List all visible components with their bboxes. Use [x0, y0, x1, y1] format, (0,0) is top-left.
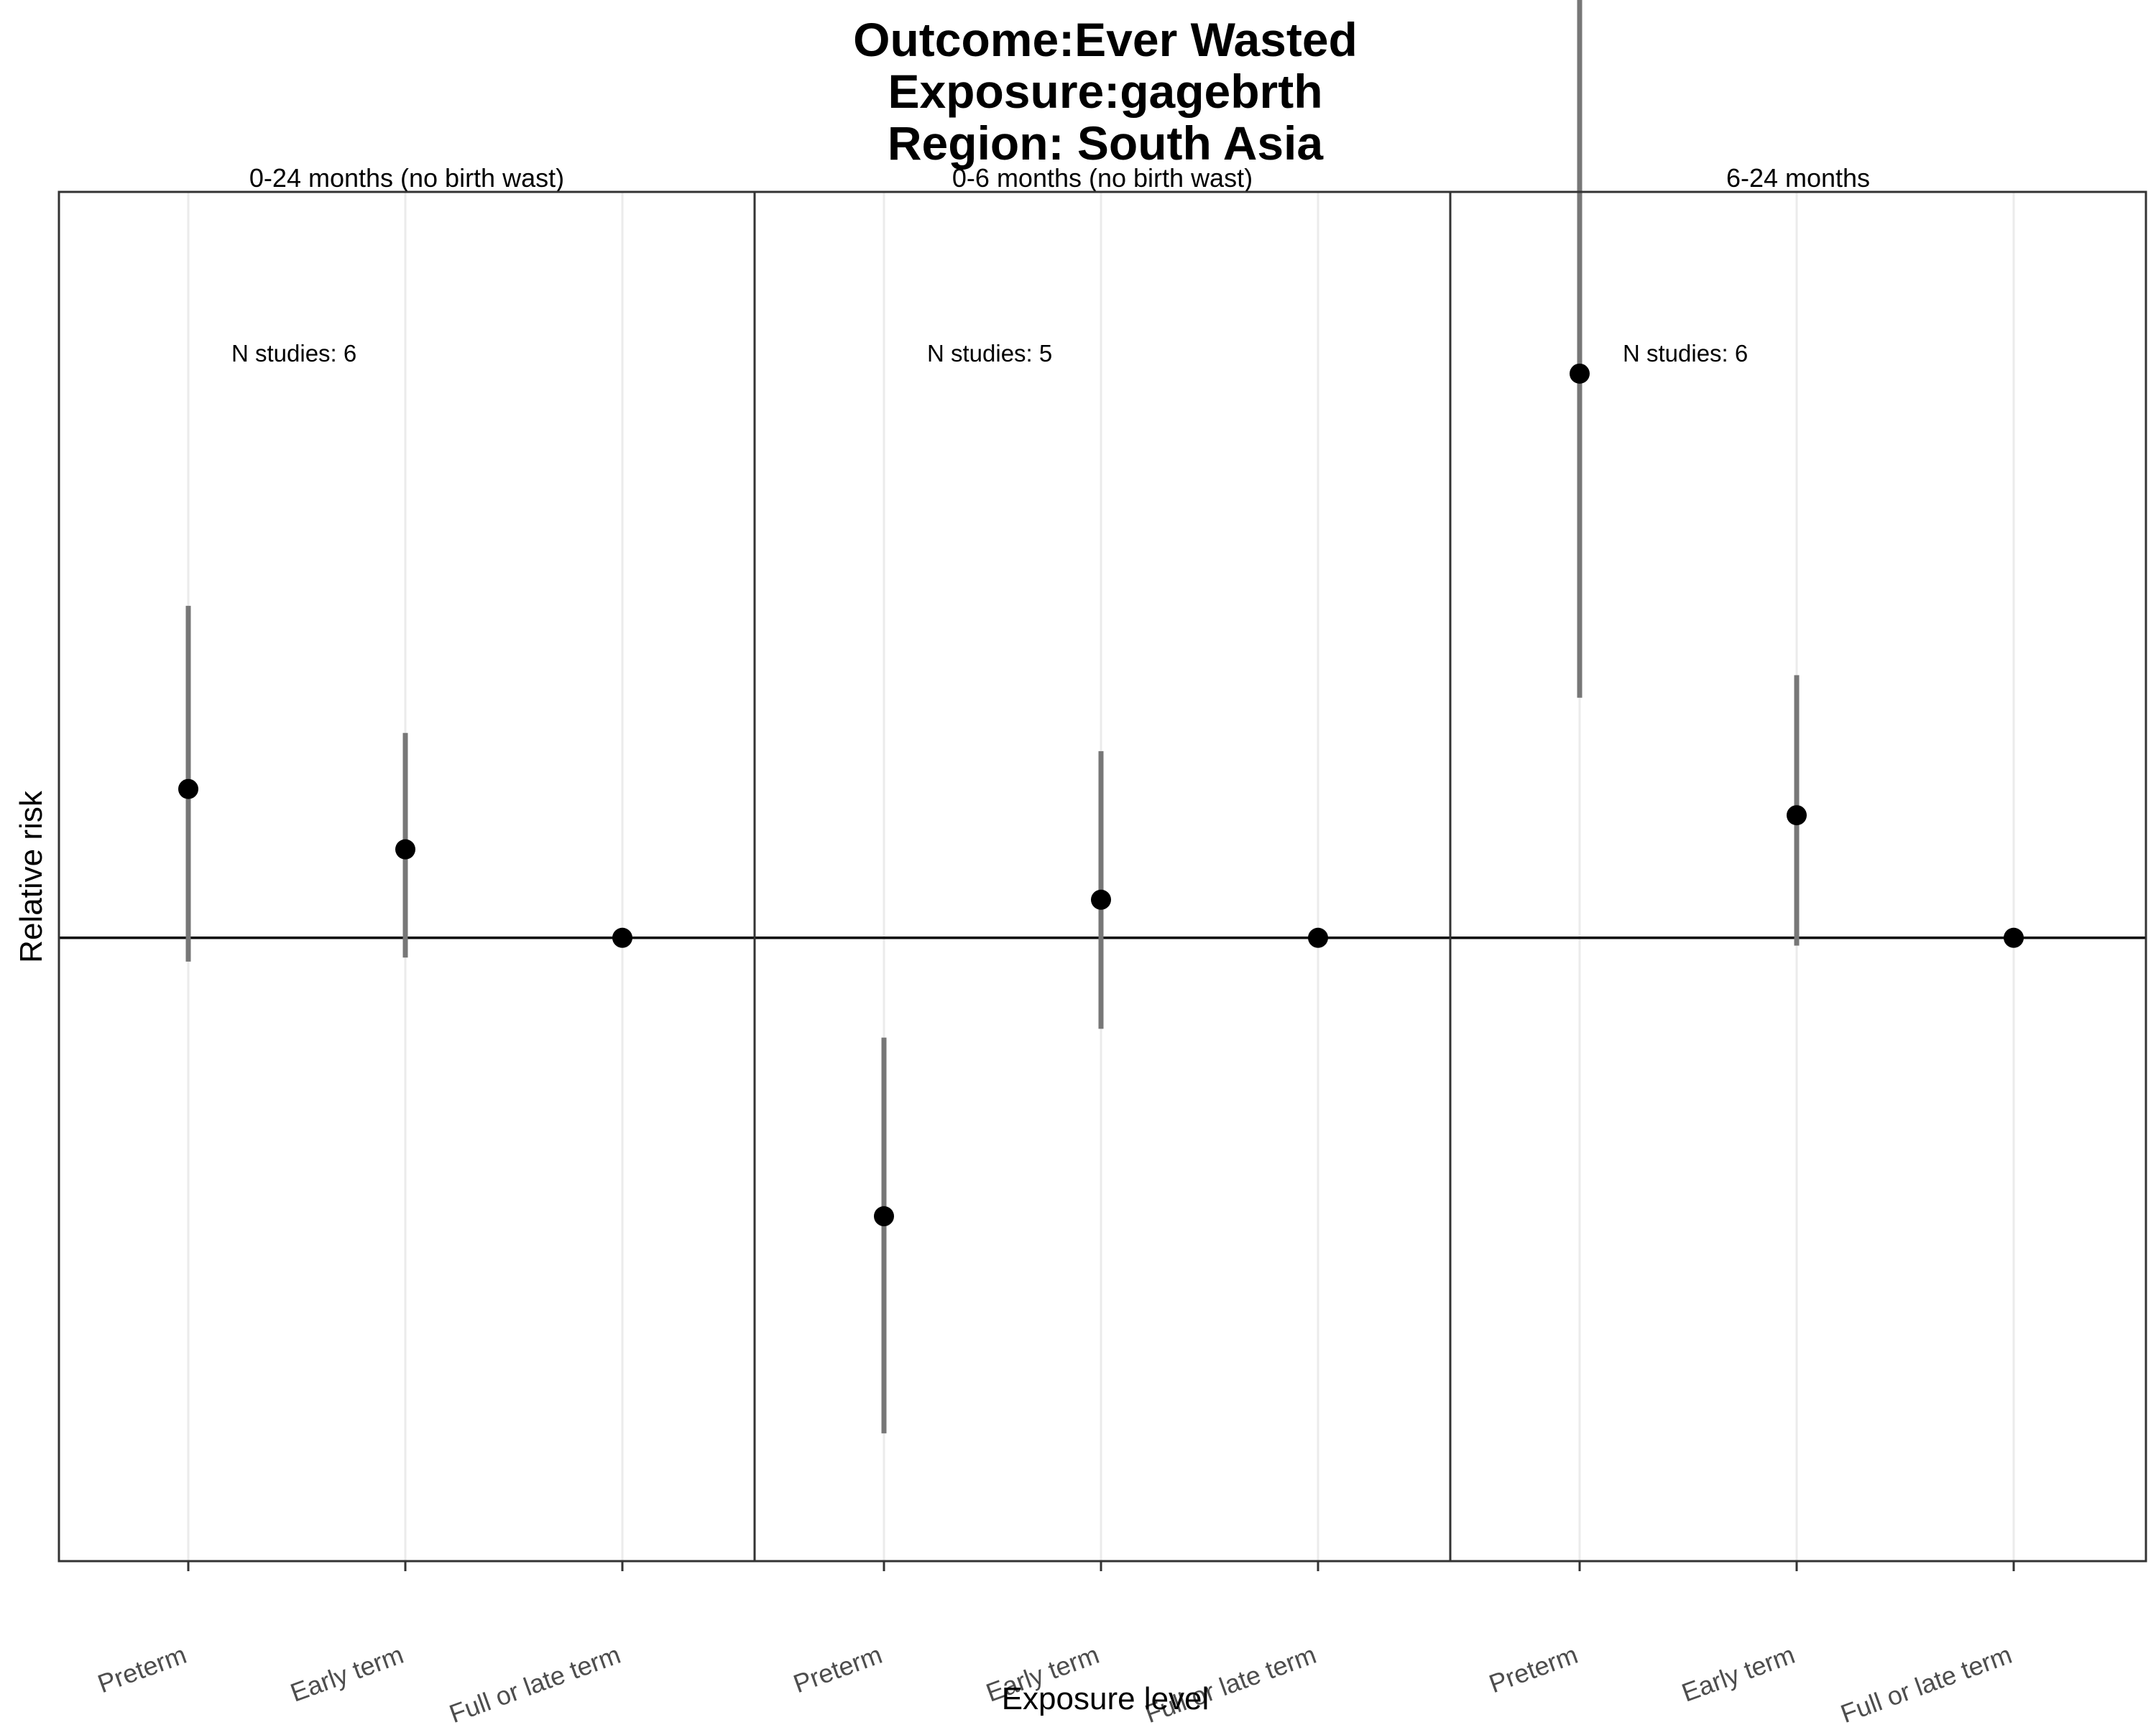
n-studies-annotation: N studies: 5 — [927, 340, 1052, 367]
x-tick-label: Early term — [1678, 1639, 1799, 1708]
n-studies-annotation: N studies: 6 — [1623, 340, 1748, 367]
point-estimate — [395, 839, 415, 860]
point-estimate — [612, 927, 632, 948]
x-tick-label: Preterm — [1485, 1639, 1581, 1698]
point-estimate — [2004, 927, 2024, 948]
title-line-1: Outcome:Ever Wasted — [853, 13, 1358, 66]
x-tick-label: Preterm — [93, 1639, 190, 1698]
y-axis-label: Relative risk — [14, 790, 49, 963]
x-tick-label: Preterm — [789, 1639, 885, 1698]
facet-panel: 0-6 months (no birth wast) N studies: 5 Pr… — [753, 163, 1452, 1725]
point-estimate — [874, 1206, 894, 1227]
facet-strip-label: 0-6 months (no birth wast) — [952, 163, 1253, 193]
title-line-3: Region: South Asia — [888, 116, 1325, 170]
n-studies-annotation: N studies: 6 — [231, 340, 356, 367]
facet-panel: 6-24 months N studies: 6 Preterm Early term… — [1449, 0, 2147, 1725]
facets: 0-24 months (no birth wast) N studies: 6 P… — [57, 0, 2147, 1725]
facet-strip-label: 0-24 months (no birth wast) — [249, 163, 564, 193]
point-estimate — [178, 778, 198, 799]
x-axis-label: Exposure level — [1002, 1681, 1210, 1716]
title-line-2: Exposure:gagebrth — [888, 65, 1322, 118]
chart-title: Outcome:Ever Wasted Exposure:gagebrth Re… — [853, 13, 1358, 170]
x-tick-label: Early term — [287, 1639, 407, 1708]
x-tick-label: Full or late term — [1837, 1639, 2016, 1725]
point-estimate — [1570, 363, 1590, 384]
panel-border — [1449, 190, 2147, 1563]
facet-strip-label: 6-24 months — [1726, 163, 1870, 193]
x-tick-label: Full or late term — [446, 1639, 625, 1725]
point-estimate — [1308, 927, 1328, 948]
point-estimate — [1091, 889, 1111, 910]
facet-panel: 0-24 months (no birth wast) N studies: 6 P… — [57, 163, 756, 1725]
point-estimate — [1787, 805, 1807, 826]
